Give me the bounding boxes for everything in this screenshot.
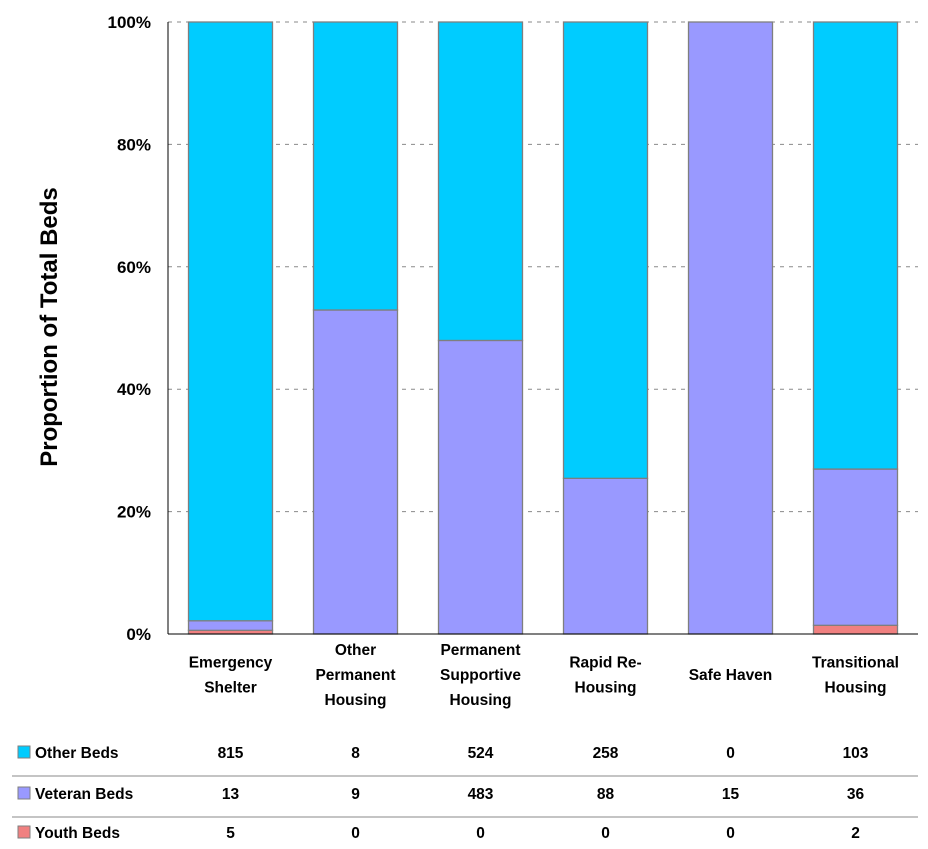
table-cell: 15 [722,786,740,803]
bars [187,21,899,635]
bar-veteran-beds [812,468,899,626]
bar-veteran-beds [562,477,649,635]
gridlines [168,21,918,513]
table-cell: 0 [601,825,610,842]
bar-other-beds [187,21,274,622]
legend-label: Veteran Beds [35,786,133,803]
legend-label: Youth Beds [35,825,120,842]
table-cell: 36 [847,786,865,803]
table-cell: 103 [843,745,869,762]
y-tick-label: 40% [117,380,151,399]
table-cell: 5 [226,825,235,842]
y-axis-title: Proportion of Total Beds [36,187,63,467]
category-label: Transitional Housing [812,655,899,697]
bar-veteran-beds [187,620,274,631]
table-cell: 9 [351,786,360,803]
legend-swatch [17,786,31,800]
bar-other-beds [437,21,524,342]
data-table: Other Beds 815 8 524 258 0 103 Veteran Beds 13 9 4… [12,745,918,842]
table-cell: 258 [593,745,619,762]
bar-other-beds [562,21,649,479]
bar-veteran-beds [312,309,399,635]
legend-label: Other Beds [35,745,119,762]
table-cell: 524 [468,745,494,762]
legend-swatch [17,825,31,839]
category-labels: Emergency Shelter Other Permanent Housing Per… [189,642,899,709]
y-tick-label: 80% [117,135,151,154]
table-cell: 0 [726,825,735,842]
category-label: Safe Haven [689,667,773,684]
category-label: Emergency Shelter [189,655,273,697]
table-cell: 0 [476,825,485,842]
table-cell: 815 [218,745,244,762]
table-cell: 88 [597,786,615,803]
axes: 0% 20% 40% 60% 80% 100% [108,13,918,644]
category-label: Rapid Re-Housing [569,655,641,697]
category-label: Other Permanent Housing [315,642,395,709]
y-tick-label: 20% [117,503,151,522]
y-tick-label: 100% [108,13,151,32]
table-cell: 0 [351,825,360,842]
category-label: Permanent Supportive Housing [440,642,521,709]
bar-veteran-beds [687,21,774,635]
table-cell: 483 [468,786,494,803]
bar-other-beds [812,21,899,470]
bar-youth-beds [812,624,899,635]
table-cell: 8 [351,745,360,762]
bar-other-beds [312,21,399,311]
bar-veteran-beds [437,339,524,635]
table-cell: 2 [851,825,860,842]
y-tick-label: 0% [126,625,151,644]
table-cell: 13 [222,786,240,803]
y-tick-label: 60% [117,258,151,277]
table-cell: 0 [726,745,735,762]
legend-swatch [17,745,31,759]
